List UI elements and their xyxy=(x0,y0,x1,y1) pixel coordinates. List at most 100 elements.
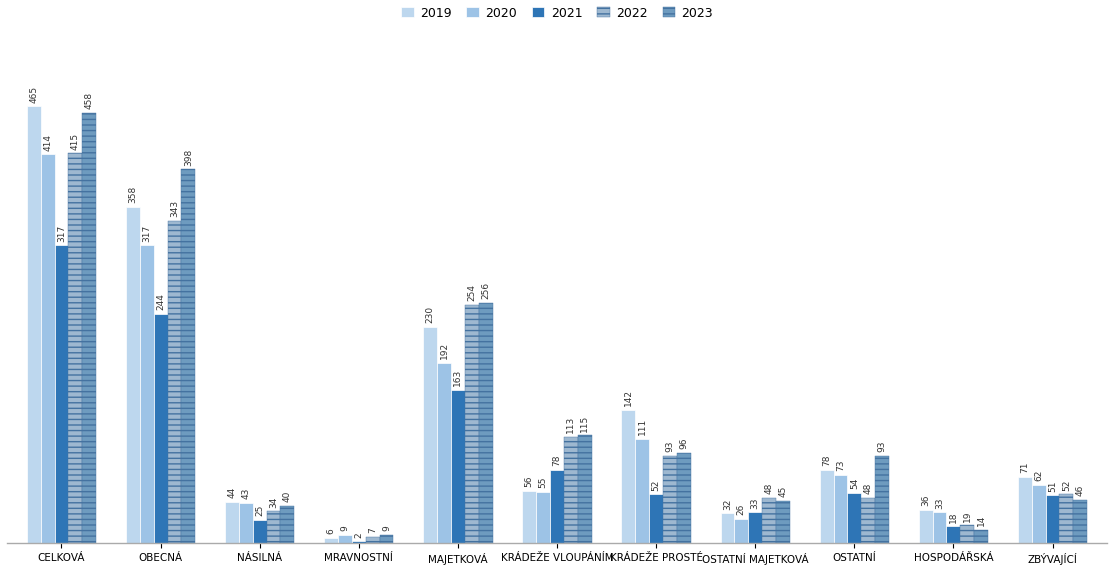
Bar xyxy=(266,511,281,543)
Text: 14: 14 xyxy=(977,515,986,526)
Bar xyxy=(960,526,975,543)
Text: 56: 56 xyxy=(525,475,534,487)
Bar xyxy=(721,513,734,543)
Bar xyxy=(622,410,635,543)
Text: 71: 71 xyxy=(1020,462,1029,473)
Bar xyxy=(947,526,960,543)
Text: 32: 32 xyxy=(723,498,732,510)
Text: 73: 73 xyxy=(836,459,844,471)
Bar xyxy=(437,363,451,543)
Bar xyxy=(380,535,393,543)
Bar xyxy=(749,513,762,543)
Bar xyxy=(40,154,55,543)
Text: 343: 343 xyxy=(170,200,179,217)
Bar xyxy=(861,498,876,543)
Legend: 2019, 2020, 2021, 2022, 2023: 2019, 2020, 2021, 2022, 2023 xyxy=(395,2,719,25)
Text: 44: 44 xyxy=(227,487,236,498)
Text: 414: 414 xyxy=(43,134,52,150)
Bar xyxy=(578,435,592,543)
Text: 43: 43 xyxy=(242,488,251,499)
Bar xyxy=(167,221,182,543)
Text: 51: 51 xyxy=(1048,480,1057,492)
Bar xyxy=(479,303,492,543)
Bar xyxy=(253,520,266,543)
Bar xyxy=(182,169,195,543)
Text: 230: 230 xyxy=(426,307,434,323)
Bar xyxy=(776,501,790,543)
Bar xyxy=(975,530,988,543)
Bar xyxy=(677,453,691,543)
Bar xyxy=(338,535,352,543)
Bar xyxy=(762,498,776,543)
Bar xyxy=(550,470,564,543)
Text: 2: 2 xyxy=(354,532,363,538)
Text: 40: 40 xyxy=(283,491,292,502)
Text: 18: 18 xyxy=(949,511,958,523)
Text: 244: 244 xyxy=(156,293,165,310)
Bar xyxy=(1046,495,1059,543)
Text: 9: 9 xyxy=(341,525,350,531)
Text: 317: 317 xyxy=(143,224,152,242)
Bar xyxy=(27,106,40,543)
Bar xyxy=(848,492,861,543)
Text: 55: 55 xyxy=(539,476,548,488)
Text: 458: 458 xyxy=(85,92,94,109)
Text: 398: 398 xyxy=(184,148,193,166)
Bar xyxy=(649,494,663,543)
Text: 93: 93 xyxy=(878,440,887,452)
Bar xyxy=(1018,476,1032,543)
Text: 415: 415 xyxy=(71,133,80,150)
Text: 36: 36 xyxy=(921,494,930,506)
Bar xyxy=(451,390,465,543)
Bar xyxy=(225,502,238,543)
Bar xyxy=(522,491,536,543)
Bar xyxy=(1074,500,1087,543)
Text: 33: 33 xyxy=(751,497,760,509)
Text: 115: 115 xyxy=(580,414,589,431)
Bar xyxy=(820,470,833,543)
Bar xyxy=(919,510,932,543)
Bar xyxy=(238,503,253,543)
Bar xyxy=(352,542,365,543)
Text: 48: 48 xyxy=(764,483,773,494)
Bar xyxy=(876,456,889,543)
Bar xyxy=(663,456,677,543)
Bar xyxy=(564,437,578,543)
Text: 111: 111 xyxy=(637,418,647,435)
Bar xyxy=(68,153,82,543)
Bar xyxy=(139,245,154,543)
Text: 163: 163 xyxy=(453,369,462,387)
Text: 33: 33 xyxy=(935,497,944,509)
Text: 254: 254 xyxy=(467,284,477,301)
Bar xyxy=(423,327,437,543)
Bar xyxy=(536,492,550,543)
Text: 52: 52 xyxy=(652,479,661,491)
Bar xyxy=(932,513,947,543)
Text: 45: 45 xyxy=(779,486,788,497)
Bar xyxy=(126,207,139,543)
Text: 46: 46 xyxy=(1076,485,1085,496)
Text: 9: 9 xyxy=(382,525,391,531)
Text: 34: 34 xyxy=(270,496,278,507)
Text: 54: 54 xyxy=(850,478,859,489)
Bar xyxy=(154,314,167,543)
Text: 317: 317 xyxy=(57,224,66,242)
Bar xyxy=(55,245,68,543)
Bar xyxy=(465,305,479,543)
Text: 6: 6 xyxy=(326,528,335,534)
Bar xyxy=(833,475,848,543)
Bar xyxy=(1032,485,1046,543)
Text: 93: 93 xyxy=(665,440,674,452)
Text: 52: 52 xyxy=(1062,479,1071,491)
Bar xyxy=(734,519,749,543)
Text: 192: 192 xyxy=(440,342,449,359)
Bar xyxy=(365,537,380,543)
Bar xyxy=(1059,494,1074,543)
Text: 26: 26 xyxy=(736,504,746,515)
Bar xyxy=(635,439,649,543)
Bar xyxy=(281,506,294,543)
Text: 25: 25 xyxy=(255,505,264,516)
Text: 62: 62 xyxy=(1034,470,1043,481)
Text: 113: 113 xyxy=(566,416,575,434)
Text: 142: 142 xyxy=(624,389,633,406)
